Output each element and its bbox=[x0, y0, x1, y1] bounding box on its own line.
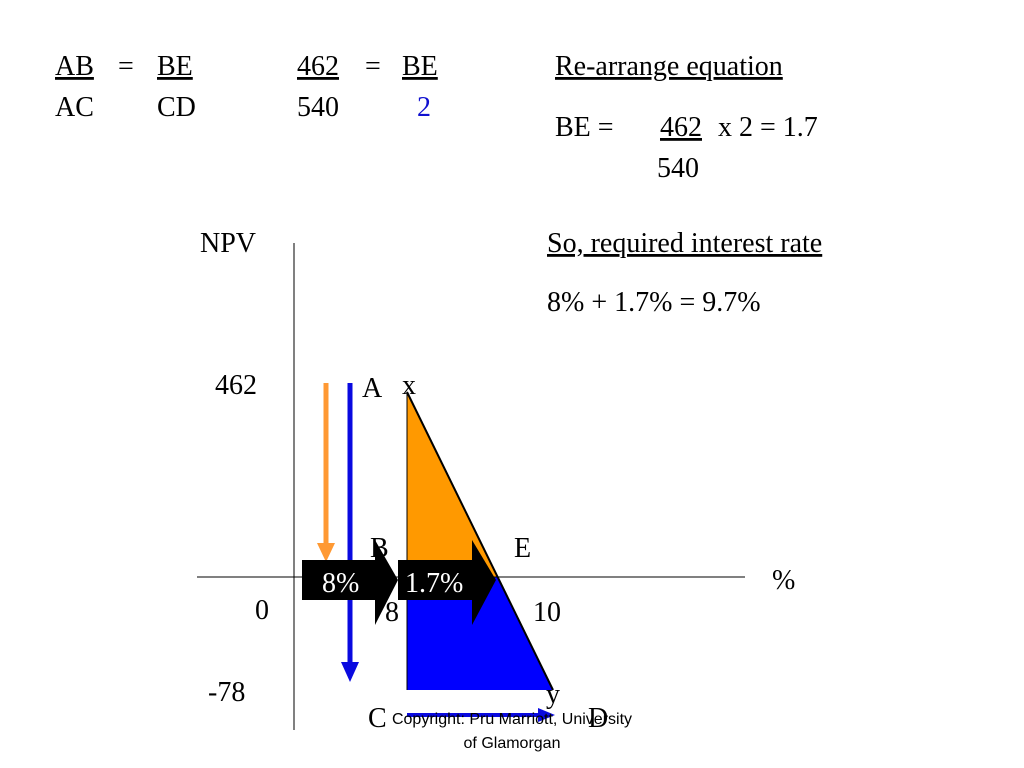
eq-text: BE = bbox=[555, 112, 614, 143]
black-arrow bbox=[302, 540, 398, 625]
eq-text: = bbox=[365, 51, 381, 82]
axis-label: NPV bbox=[200, 228, 256, 259]
eq-text: AB bbox=[55, 51, 94, 82]
point-label: C bbox=[368, 703, 387, 734]
y-label: 462 bbox=[215, 370, 257, 401]
arrow-label: 8% bbox=[322, 568, 359, 599]
axis-label: % bbox=[772, 565, 795, 596]
eq-text: 540 bbox=[657, 153, 699, 184]
eq-text: = bbox=[118, 51, 134, 82]
npv-line bbox=[406, 391, 554, 691]
copyright: Copyright: Pru Marriott, University bbox=[392, 711, 632, 728]
blue-h-arrow-head bbox=[538, 708, 555, 722]
point-label: x bbox=[402, 370, 416, 401]
heading: Re-arrange equation bbox=[555, 51, 783, 82]
blue-area bbox=[407, 577, 553, 690]
point-label: y bbox=[546, 679, 560, 710]
eq-text: x 2 = 1.7 bbox=[718, 112, 818, 143]
orange-arrow-head bbox=[317, 543, 335, 562]
eq-text: BE bbox=[157, 51, 193, 82]
eq-text: 8% + 1.7% = 9.7% bbox=[547, 287, 761, 318]
point-label: D bbox=[588, 703, 608, 734]
point-label: 10 bbox=[533, 597, 561, 628]
heading: So, required interest rate bbox=[547, 228, 822, 259]
point-label: 8 bbox=[385, 597, 399, 628]
eq-text: CD bbox=[157, 92, 196, 123]
y-label: -78 bbox=[208, 677, 245, 708]
arrow-label: 1.7% bbox=[405, 568, 463, 599]
eq-text: 540 bbox=[297, 92, 339, 123]
blue-arrow-head bbox=[341, 662, 359, 682]
point-label: E bbox=[514, 533, 531, 564]
point-label: B bbox=[370, 533, 389, 564]
eq-text: 2 bbox=[417, 92, 431, 123]
y-label: 0 bbox=[255, 595, 269, 626]
eq-text: 462 bbox=[297, 51, 339, 82]
eq-text: AC bbox=[55, 92, 94, 123]
eq-text: BE bbox=[402, 51, 438, 82]
copyright: of Glamorgan bbox=[464, 735, 561, 752]
point-label: A bbox=[362, 373, 383, 404]
black-arrow bbox=[398, 540, 496, 625]
eq-text: 462 bbox=[660, 112, 702, 143]
